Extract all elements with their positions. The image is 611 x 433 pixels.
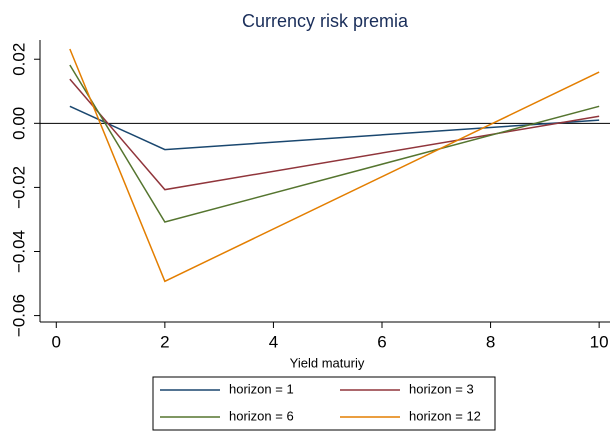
series-line bbox=[69, 105, 600, 151]
y-tick-label: −0.02 bbox=[9, 166, 28, 209]
x-tick-label: 0 bbox=[52, 332, 61, 351]
y-tick-label: 0.02 bbox=[9, 43, 28, 76]
legend-label: horizon = 3 bbox=[409, 381, 474, 396]
x-tick-label: 4 bbox=[269, 332, 278, 351]
x-axis-label: Yield maturiy bbox=[290, 355, 365, 370]
x-tick-label: 6 bbox=[377, 332, 386, 351]
series-line bbox=[69, 78, 600, 191]
x-tick-label: 2 bbox=[160, 332, 169, 351]
series-line bbox=[69, 64, 600, 223]
y-tick-label: −0.06 bbox=[9, 294, 28, 337]
x-tick-label: 10 bbox=[590, 332, 609, 351]
chart-title: Currency risk premia bbox=[242, 11, 409, 31]
legend-label: horizon = 1 bbox=[229, 381, 294, 396]
y-tick-label: −0.04 bbox=[9, 230, 28, 273]
legend-label: horizon = 6 bbox=[229, 408, 294, 423]
y-tick-label: 0.00 bbox=[9, 107, 28, 140]
legend-label: horizon = 12 bbox=[409, 408, 481, 423]
legend-box bbox=[152, 376, 496, 431]
series-line bbox=[69, 48, 600, 283]
x-tick-label: 8 bbox=[486, 332, 495, 351]
